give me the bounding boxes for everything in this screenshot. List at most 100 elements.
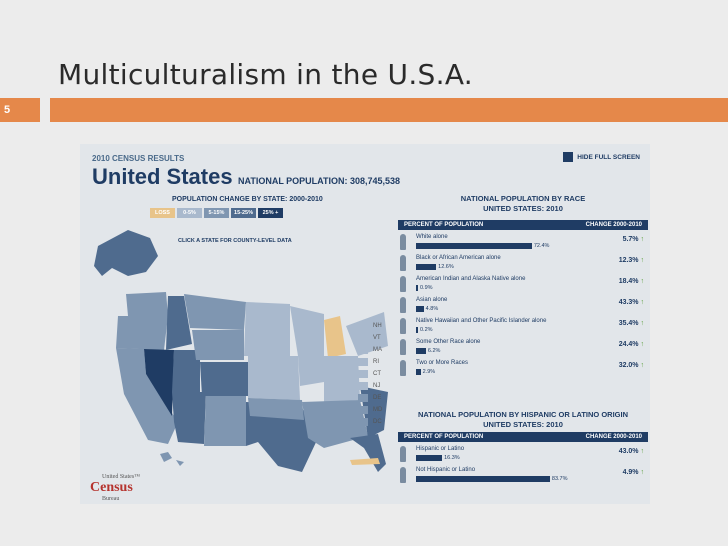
chart-row: Native Hawaiian and Other Pacific Island… xyxy=(398,316,648,337)
person-icon xyxy=(400,276,406,292)
northeast-states-list: NH VT MA RI CT NJ DE MD DC xyxy=(358,320,382,428)
chart-row: American Indian and Alaska Native alone 0… xyxy=(398,274,648,295)
person-icon xyxy=(400,234,406,250)
legend-swatch: 0-5% xyxy=(177,208,202,218)
race-table-header: PERCENT OF POPULATION CHANGE 2000-2010 xyxy=(398,220,648,230)
up-arrow-icon: ↑ xyxy=(638,278,644,285)
change-label: 43.3% ↑ xyxy=(618,299,644,306)
category-label: Two or More Races xyxy=(416,360,469,366)
change-label: 5.7% ↑ xyxy=(622,236,644,243)
state-abbr: NH xyxy=(373,323,382,329)
chart-row: Black or African American alone 12.6% 12.3… xyxy=(398,253,648,274)
state-swatch xyxy=(358,334,368,342)
value-label: 83.7% xyxy=(551,476,568,482)
state-midwest xyxy=(290,306,324,386)
hispanic-table-header: PERCENT OF POPULATION CHANGE 2000-2010 xyxy=(398,432,648,442)
person-icon xyxy=(400,297,406,313)
northeast-state-item[interactable]: CT xyxy=(358,368,382,380)
state-idaho xyxy=(166,296,192,350)
value-label: 0.9% xyxy=(420,285,433,291)
state-florida xyxy=(350,434,386,472)
national-population: NATIONAL POPULATION: 308,745,538 xyxy=(238,176,401,186)
change-label: 18.4% ↑ xyxy=(618,278,644,285)
state-oklahoma xyxy=(248,398,304,420)
up-arrow-icon: ↑ xyxy=(638,362,644,369)
value-label: 4.8% xyxy=(425,306,439,312)
northeast-state-item[interactable]: MA xyxy=(358,344,382,356)
census-panel: 2010 CENSUS RESULTS United States NATION… xyxy=(80,144,650,504)
state-abbr: NJ xyxy=(373,383,381,389)
up-arrow-icon: ↑ xyxy=(638,469,644,476)
bar xyxy=(416,455,443,461)
person-icon xyxy=(400,339,406,355)
state-abbr: DE xyxy=(373,395,382,401)
northeast-state-item[interactable]: NH xyxy=(358,320,382,332)
legend-swatch: 5-15% xyxy=(204,208,229,218)
value-label: 16.3% xyxy=(444,455,460,461)
state-alaska xyxy=(94,230,158,276)
category-label: Native Hawaiian and Other Pacific Island… xyxy=(416,318,547,324)
chart-row: Two or More Races 2.9% 32.0% ↑ xyxy=(398,358,648,379)
census-logo: United States™ Census Bureau xyxy=(90,474,141,502)
change-label: 43.0% ↑ xyxy=(618,448,644,455)
bar xyxy=(416,285,418,291)
click-hint: CLICK A STATE FOR COUNTY-LEVEL DATA xyxy=(178,238,292,244)
panel-title: United States xyxy=(92,164,233,189)
title-accent-bar xyxy=(50,98,728,122)
change-label: 35.4% ↑ xyxy=(618,320,644,327)
state-swatch xyxy=(358,358,368,366)
person-icon xyxy=(400,318,406,334)
category-label: Asian alone xyxy=(416,297,448,303)
slide-title: Multiculturalism in the U.S.A. xyxy=(58,58,473,91)
category-label: White alone xyxy=(416,234,448,240)
bar xyxy=(416,476,550,482)
up-arrow-icon: ↑ xyxy=(638,320,644,327)
bar xyxy=(416,327,418,333)
legend-swatch: LOSS xyxy=(150,208,175,218)
state-wyoming xyxy=(192,330,244,360)
pop-change-title: POPULATION CHANGE BY STATE: 2000-2010 xyxy=(172,196,323,203)
northeast-state-item[interactable]: VT xyxy=(358,332,382,344)
bar xyxy=(416,264,437,270)
state-michigan xyxy=(324,316,346,358)
value-label: 6.2% xyxy=(427,348,441,354)
northeast-state-item[interactable]: DE xyxy=(358,392,382,404)
puerto-rico[interactable] xyxy=(348,456,382,466)
map-legend: LOSS 0-5% 5-15% 15-25% 25% + xyxy=(150,208,283,218)
state-oregon xyxy=(116,316,168,350)
state-nevada xyxy=(144,349,174,416)
up-arrow-icon: ↑ xyxy=(638,448,644,455)
hide-full-screen-button[interactable]: HIDE FULL SCREEN xyxy=(563,152,640,162)
northeast-state-item[interactable]: RI xyxy=(358,356,382,368)
bar xyxy=(416,306,424,312)
state-ohio-valley xyxy=(324,356,360,402)
state-abbr: RI xyxy=(373,359,379,365)
state-colorado xyxy=(200,362,248,396)
state-swatch xyxy=(358,406,368,414)
northeast-state-item[interactable]: MD xyxy=(358,404,382,416)
fullscreen-icon xyxy=(563,152,574,162)
value-label: 0.2% xyxy=(420,327,433,333)
state-abbr: MD xyxy=(373,407,383,413)
chart-row: Some Other Race alone 6.2% 24.4% ↑ xyxy=(398,337,648,358)
state-swatch xyxy=(358,382,368,390)
state-swatch xyxy=(358,370,368,378)
chart-row: Not Hispanic or Latino 83.7% 4.9% ↑ xyxy=(398,465,648,486)
state-abbr: VT xyxy=(373,335,381,341)
category-label: Some Other Race alone xyxy=(416,339,481,345)
legend-swatch: 25% + xyxy=(258,208,283,218)
state-abbr: DC xyxy=(373,419,382,425)
up-arrow-icon: ↑ xyxy=(638,299,644,306)
state-swatch xyxy=(358,322,368,330)
northeast-state-item[interactable]: DC xyxy=(358,416,382,428)
hispanic-chart-title: NATIONAL POPULATION BY HISPANIC OR LATIN… xyxy=(417,410,628,429)
person-icon xyxy=(400,360,406,376)
hide-full-screen-label: HIDE FULL SCREEN xyxy=(577,153,640,161)
bar xyxy=(416,348,426,354)
northeast-state-item[interactable]: NJ xyxy=(358,380,382,392)
legend-swatch: 15-25% xyxy=(231,208,256,218)
state-washington xyxy=(126,292,168,316)
state-new-mexico xyxy=(204,396,246,446)
state-hawaii xyxy=(160,452,184,466)
us-map[interactable] xyxy=(88,216,388,476)
